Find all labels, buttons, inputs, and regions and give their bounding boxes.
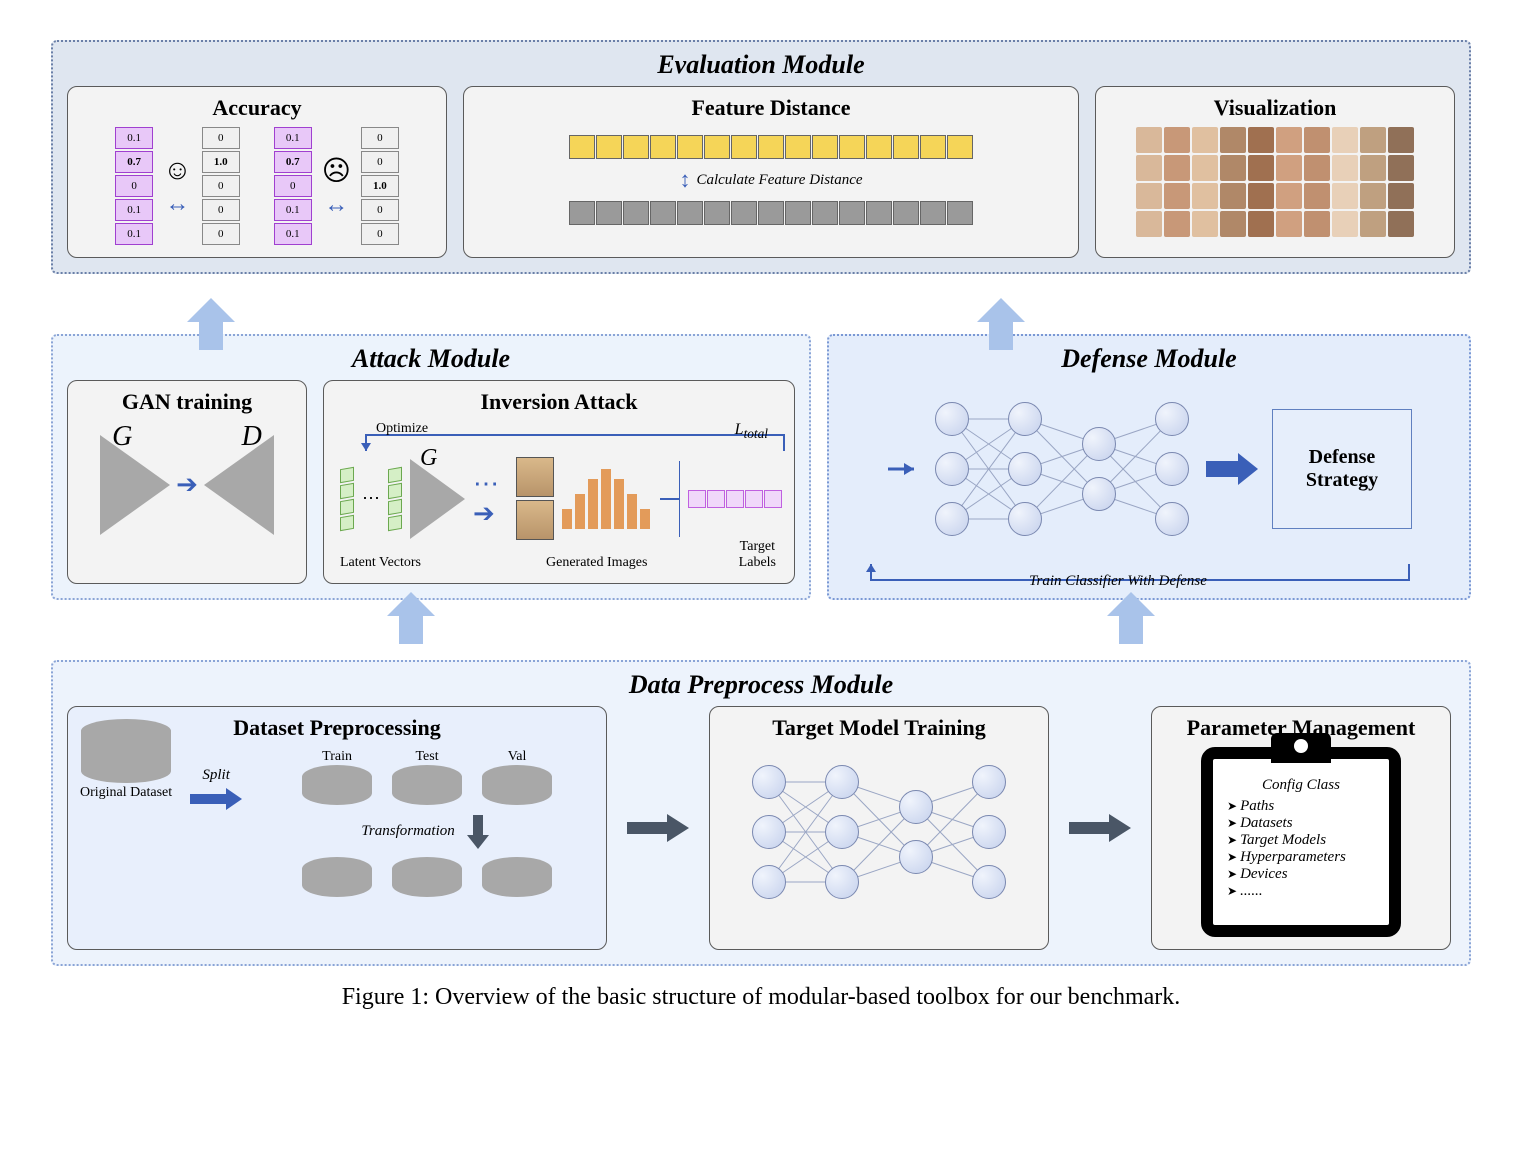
figure-caption: Figure 1: Overview of the basic structur…	[51, 984, 1471, 1011]
input-arrow	[886, 409, 922, 529]
accuracy-title: Accuracy	[212, 95, 301, 121]
thick-arrow-icon	[1202, 449, 1262, 489]
split-label: Split	[202, 767, 230, 784]
up-arrow-icon	[381, 588, 441, 648]
attack-module: Attack Module GAN training G ➔ D	[51, 334, 811, 600]
latent-vec	[340, 466, 354, 530]
feature-bar-top	[569, 135, 973, 159]
defense-module: Defense Module Defense Strategy	[827, 334, 1471, 600]
neural-net-defense	[932, 384, 1192, 554]
feature-title: Feature Distance	[691, 95, 850, 121]
diagram-canvas: Evaluation Module Accuracy 0.1 0.7 0 0.1…	[51, 40, 1471, 1011]
clipboard-icon: Config Class PathsDatasetsTarget ModelsH…	[1201, 747, 1401, 937]
generator-shape	[410, 459, 465, 539]
generator-shape	[100, 435, 170, 535]
happy-icon: ☺	[163, 155, 192, 187]
target-labels	[688, 490, 782, 508]
evaluation-title: Evaluation Module	[67, 50, 1455, 80]
cylinder-icon	[482, 765, 552, 805]
acc-vec-b1: 0 1.0 0 0 0	[202, 127, 240, 245]
accuracy-panel: Accuracy 0.1 0.7 0 0.1 0.1 ☺ ↔	[67, 86, 447, 258]
cylinder-icon	[482, 857, 552, 897]
attack-title: Attack Module	[67, 344, 795, 374]
neural-net-target	[749, 747, 1009, 917]
face-grid	[1136, 127, 1414, 237]
right-arrow-icon	[186, 784, 246, 814]
latent-label: Latent Vectors	[340, 555, 421, 571]
generated-face	[516, 457, 554, 497]
data-title: Data Preprocess Module	[67, 670, 1455, 700]
down-arrow-icon	[463, 811, 493, 851]
param-panel: Parameter Management Config Class PathsD…	[1151, 706, 1451, 950]
visualization-panel: Visualization	[1095, 86, 1455, 258]
cylinder-icon	[302, 857, 372, 897]
feature-bars	[562, 469, 650, 529]
gen-images-label: Generated Images	[546, 555, 647, 571]
acc-vec-b2: 0 0 1.0 0 0	[361, 127, 399, 245]
right-arrow-icon	[623, 813, 693, 843]
viz-title: Visualization	[1214, 95, 1337, 121]
prep-title: Dataset Preprocessing	[233, 715, 441, 741]
dbl-arrow-icon: ↔	[165, 191, 189, 218]
dbl-arrow-icon: ↔	[324, 192, 348, 219]
inversion-title: Inversion Attack	[480, 389, 637, 415]
up-arrow-icon	[1101, 588, 1161, 648]
feature-distance-panel: Feature Distance ↕ Calculate Feature Dis…	[463, 86, 1079, 258]
original-db-icon	[81, 747, 171, 783]
up-arrow-icon	[181, 294, 241, 354]
target-labels-label: Target Labels	[739, 539, 776, 571]
right-arrow-icon: ⋯➔	[473, 469, 508, 529]
evaluation-module: Evaluation Module Accuracy 0.1 0.7 0 0.1…	[51, 40, 1471, 274]
defense-title: Defense Module	[843, 344, 1455, 374]
acc-vec-a1: 0.1 0.7 0 0.1 0.1	[115, 127, 153, 245]
cylinder-icon	[302, 765, 372, 805]
sad-icon: ☹	[322, 154, 351, 188]
vert-dbl-arrow-icon: ↕	[679, 167, 690, 193]
cylinder-icon	[392, 765, 462, 805]
up-arrow-icon	[971, 294, 1031, 354]
loss-label: Ltotal	[735, 421, 768, 442]
gan-title: GAN training	[122, 389, 252, 415]
defense-strategy-box: Defense Strategy	[1272, 409, 1412, 529]
acc-vec-a2: 0.1 0.7 0 0.1 0.1	[274, 127, 312, 245]
feature-label: Calculate Feature Distance	[696, 172, 862, 189]
orig-dataset-label: Original Dataset	[80, 785, 172, 801]
cylinder-icon	[392, 857, 462, 897]
feature-bar-bottom	[569, 201, 973, 225]
generated-face	[516, 500, 554, 540]
transform-label: Transformation	[361, 823, 454, 840]
discriminator-shape	[204, 435, 274, 535]
latent-vec	[388, 466, 402, 530]
gan-panel: GAN training G ➔ D	[67, 380, 307, 584]
right-arrow-icon	[1065, 813, 1135, 843]
config-list: PathsDatasetsTarget ModelsHyperparameter…	[1227, 798, 1375, 900]
optimize-label: Optimize	[376, 421, 428, 437]
target-title: Target Model Training	[772, 715, 986, 741]
target-model-panel: Target Model Training	[709, 706, 1049, 950]
connector-line	[658, 459, 680, 539]
data-module: Data Preprocess Module Dataset Preproces…	[51, 660, 1471, 966]
dataset-prep-panel: Dataset Preprocessing Original Dataset S…	[67, 706, 607, 950]
inversion-panel: Inversion Attack Optimize Ltotal	[323, 380, 795, 584]
right-arrow-icon: ➔	[176, 470, 198, 500]
